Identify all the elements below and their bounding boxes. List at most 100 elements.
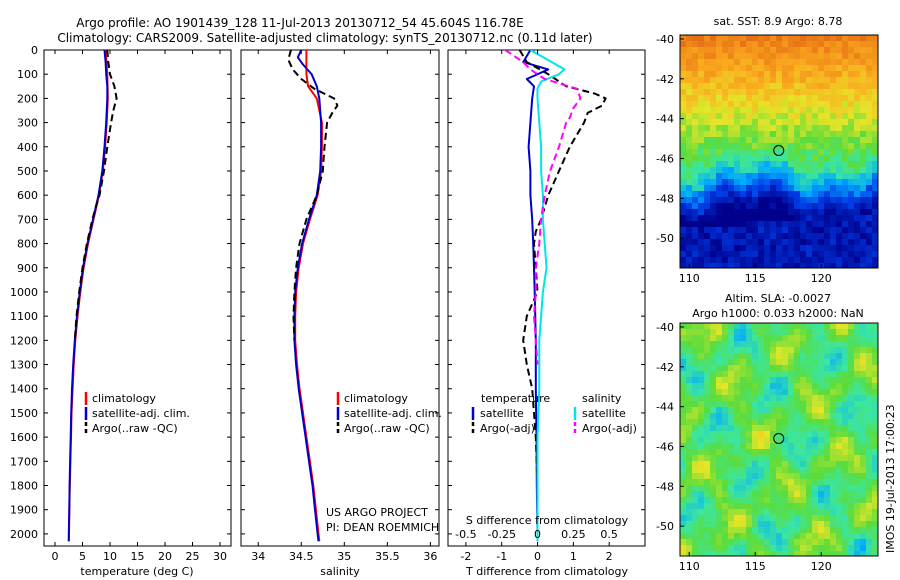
map-cell xyxy=(842,101,849,108)
map-cell xyxy=(692,107,699,114)
map-cell xyxy=(698,125,705,132)
map-cell xyxy=(764,155,771,162)
map-cell xyxy=(758,527,765,534)
map-cell xyxy=(764,497,771,504)
map-cell xyxy=(740,251,747,258)
map-cell xyxy=(860,65,867,72)
map-cell xyxy=(794,215,801,222)
map-cell xyxy=(812,473,819,480)
map-cell xyxy=(806,515,813,522)
map-cell xyxy=(866,185,873,192)
map-cell xyxy=(824,95,831,102)
map-cell xyxy=(830,383,837,390)
project-name: US ARGO PROJECT xyxy=(326,506,428,519)
map-cell xyxy=(860,401,867,408)
map-cell xyxy=(746,533,753,540)
map-cell xyxy=(752,329,759,336)
map-cell xyxy=(794,191,801,198)
map-cell xyxy=(800,491,807,498)
map-cell xyxy=(758,125,765,132)
map-cell xyxy=(782,473,789,480)
map-cell xyxy=(704,65,711,72)
map-cell xyxy=(866,473,873,480)
map-cell xyxy=(776,227,783,234)
map-cell xyxy=(854,71,861,78)
map-cell xyxy=(782,359,789,366)
map-cell xyxy=(710,71,717,78)
map-cell xyxy=(812,443,819,450)
map-cell xyxy=(716,401,723,408)
map-cell xyxy=(812,419,819,426)
map-cell xyxy=(854,263,861,268)
map-cell xyxy=(698,407,705,414)
map-cell xyxy=(680,509,687,516)
map-cell xyxy=(770,485,777,492)
map-cell xyxy=(704,437,711,444)
map-cell xyxy=(800,323,807,330)
map-cell xyxy=(866,395,873,402)
map-cell xyxy=(716,473,723,480)
map-cell xyxy=(740,545,747,552)
map-cell xyxy=(782,155,789,162)
map-cell xyxy=(800,251,807,258)
map-cell xyxy=(812,59,819,66)
map-cell xyxy=(824,251,831,258)
map-cell xyxy=(800,419,807,426)
depth-tick-label: 1800 xyxy=(10,480,38,493)
map-cell xyxy=(746,515,753,522)
project-pi: PI: DEAN ROEMMICH xyxy=(326,521,439,534)
map-cell xyxy=(836,89,843,96)
map-cell xyxy=(734,251,741,258)
map-cell xyxy=(794,455,801,462)
map-cell xyxy=(872,455,878,462)
map-cell xyxy=(692,35,699,42)
legend-header-temperature: temperature xyxy=(481,392,550,405)
map-cell xyxy=(818,443,825,450)
map-cell xyxy=(806,335,813,342)
map-cell xyxy=(794,131,801,138)
map-cell xyxy=(686,149,693,156)
map-cell xyxy=(842,413,849,420)
map-cell xyxy=(812,521,819,528)
map-cell xyxy=(764,221,771,228)
map-cell xyxy=(752,371,759,378)
map-cell xyxy=(692,149,699,156)
map-cell xyxy=(800,449,807,456)
map-cell xyxy=(872,377,878,384)
map-cell xyxy=(710,491,717,498)
map-cell xyxy=(752,95,759,102)
map-cell xyxy=(758,431,765,438)
map-cell xyxy=(734,95,741,102)
map-cell xyxy=(692,47,699,54)
map-cell xyxy=(806,467,813,474)
map-cell xyxy=(698,173,705,180)
map-cell xyxy=(842,203,849,210)
map-cell xyxy=(716,149,723,156)
map-cell xyxy=(746,353,753,360)
map-cell xyxy=(806,413,813,420)
map-cell xyxy=(782,431,789,438)
map-cell xyxy=(872,359,878,366)
map-cell xyxy=(692,329,699,336)
map-cell xyxy=(770,539,777,546)
map-cell xyxy=(830,77,837,84)
map-cell xyxy=(740,107,747,114)
map-cell xyxy=(740,191,747,198)
map-cell xyxy=(704,179,711,186)
map-cell xyxy=(866,323,873,330)
map-cell xyxy=(716,353,723,360)
map-cell xyxy=(698,107,705,114)
map-cell xyxy=(854,437,861,444)
temperature-legend: climatology satellite-adj. clim. Argo(..… xyxy=(84,392,190,435)
map-cell xyxy=(746,491,753,498)
map-cell xyxy=(698,395,705,402)
map-cell xyxy=(788,383,795,390)
map-cell xyxy=(686,71,693,78)
map-cell xyxy=(872,233,878,240)
map-cell xyxy=(692,89,699,96)
map-cell xyxy=(716,383,723,390)
salinity-legend: climatology satellite-adj. clim. Argo(..… xyxy=(336,392,442,435)
map-cell xyxy=(704,101,711,108)
map-cell xyxy=(698,257,705,264)
